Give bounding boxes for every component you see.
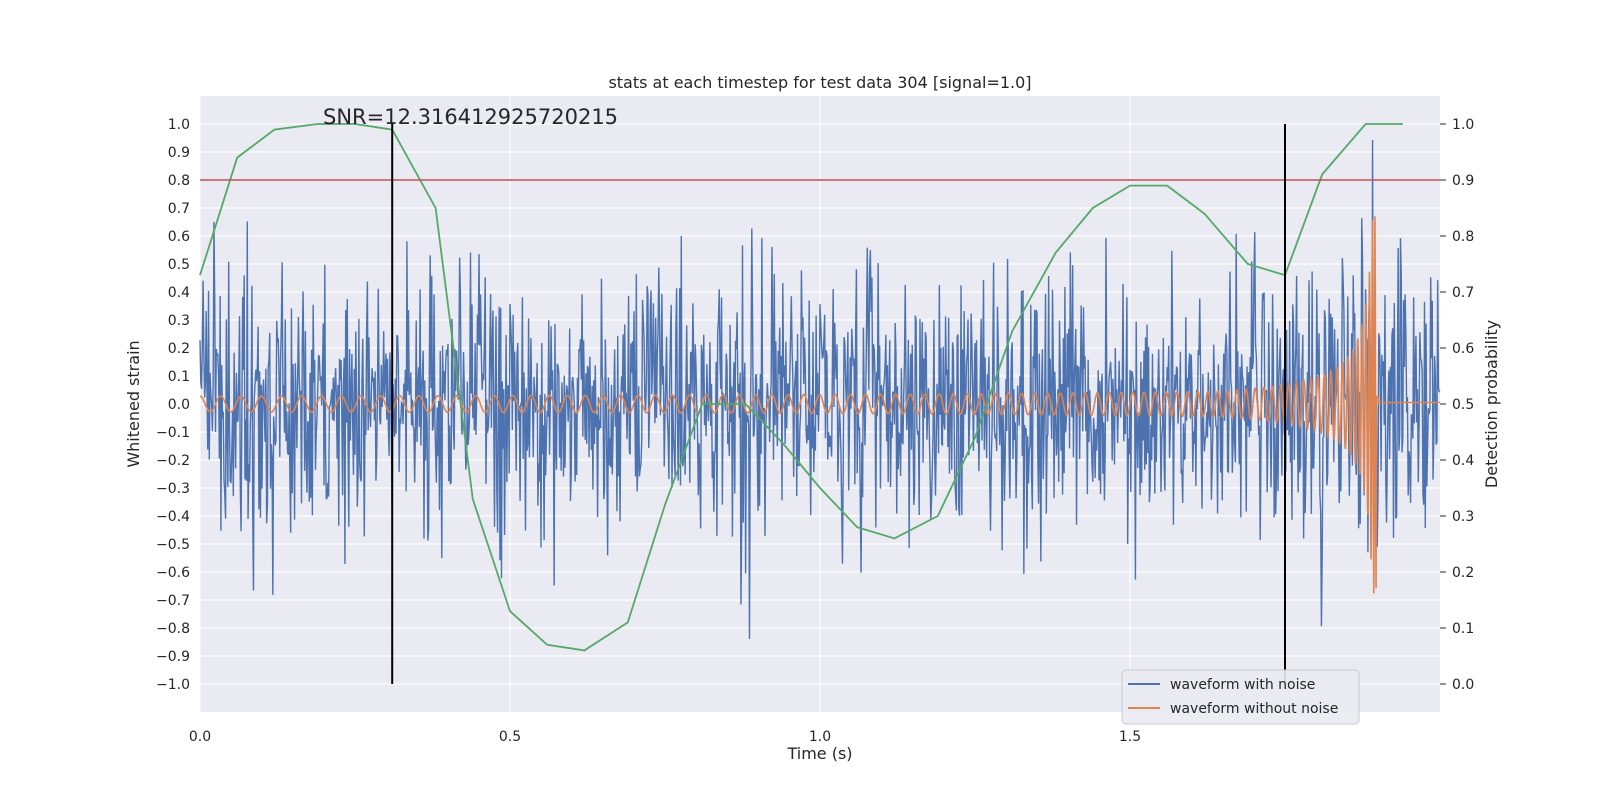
y-left-tick-label: −0.6 [156, 565, 190, 581]
legend: waveform with noise waveform without noi… [1121, 669, 1360, 725]
y-left-tick-label: −0.9 [156, 649, 190, 665]
overlay-layer [200, 124, 1440, 684]
y-right-tick-label: 0.6 [1452, 341, 1474, 357]
y-right-tick-label: 0.4 [1452, 453, 1474, 469]
y-right-tick-label: 0.3 [1452, 509, 1474, 525]
y-left-tick-label: 0.0 [168, 397, 190, 413]
y-left-tick-label: 0.2 [168, 341, 190, 357]
x-axis-title: Time (s) [786, 744, 852, 763]
y-axis-right-title: Detection probability [1482, 320, 1501, 488]
y-left-tick-label: 0.7 [168, 201, 190, 217]
snr-annotation: SNR=12.316412925720215 [323, 105, 618, 129]
y-right-tick-label: 0.5 [1452, 397, 1474, 413]
y-left-tick-label: 0.1 [168, 369, 190, 385]
x-tick-label: 1.0 [809, 729, 831, 745]
y-left-tick-label: 0.6 [168, 229, 190, 245]
x-tick-label: 1.5 [1119, 729, 1141, 745]
y-left-tick-label: −0.5 [156, 537, 190, 553]
series-layer [199, 123, 1441, 652]
y-left-tick-label: −0.3 [156, 481, 190, 497]
y-left-tick-label: 0.5 [168, 257, 190, 273]
legend-box [1121, 669, 1360, 725]
y-right-tick-label: 0.1 [1452, 621, 1474, 637]
y-left-tick-label: 0.3 [168, 313, 190, 329]
series-line-waveform-with-noise [199, 140, 1441, 639]
legend-label-noise: waveform with noise [1170, 677, 1315, 693]
series-line-detection-probability [199, 123, 1403, 652]
y-right-tick-label: 1.0 [1452, 117, 1474, 133]
y-right-tick-label: 0.7 [1452, 285, 1474, 301]
series-line-waveform-without-noise [199, 216, 1440, 594]
y-right-tick-label: 0.9 [1452, 173, 1474, 189]
y-left-tick-label: −0.7 [156, 593, 190, 609]
y-left-tick-label: 0.4 [168, 285, 190, 301]
y-left-tick-label: 0.9 [168, 145, 190, 161]
y-left-tick-label: −0.1 [156, 425, 190, 441]
y-left-tick-label: −0.4 [156, 509, 190, 525]
y-axis-left-title: Whitened strain [124, 340, 143, 467]
x-tick-label: 0.5 [499, 729, 521, 745]
y-right-tick-label: 0.0 [1452, 677, 1474, 693]
y-right-tick-label: 0.2 [1452, 565, 1474, 581]
y-left-tick-label: −0.8 [156, 621, 190, 637]
legend-label-clean: waveform without noise [1170, 701, 1338, 717]
y-left-tick-label: −0.2 [156, 453, 190, 469]
y-right-tick-label: 0.8 [1452, 229, 1474, 245]
x-tick-label: 0.0 [189, 729, 211, 745]
y-left-tick-label: 1.0 [168, 117, 190, 133]
chart-title: stats at each timestep for test data 304… [608, 73, 1031, 92]
y-left-tick-label: −1.0 [156, 677, 190, 693]
y-left-tick-label: 0.8 [168, 173, 190, 189]
axes: 0.0 0.5 1.0 1.5 −1.0 −0.9 −0.8 −0.7 −0.6 −0.5 −0.4… [156, 117, 1474, 745]
